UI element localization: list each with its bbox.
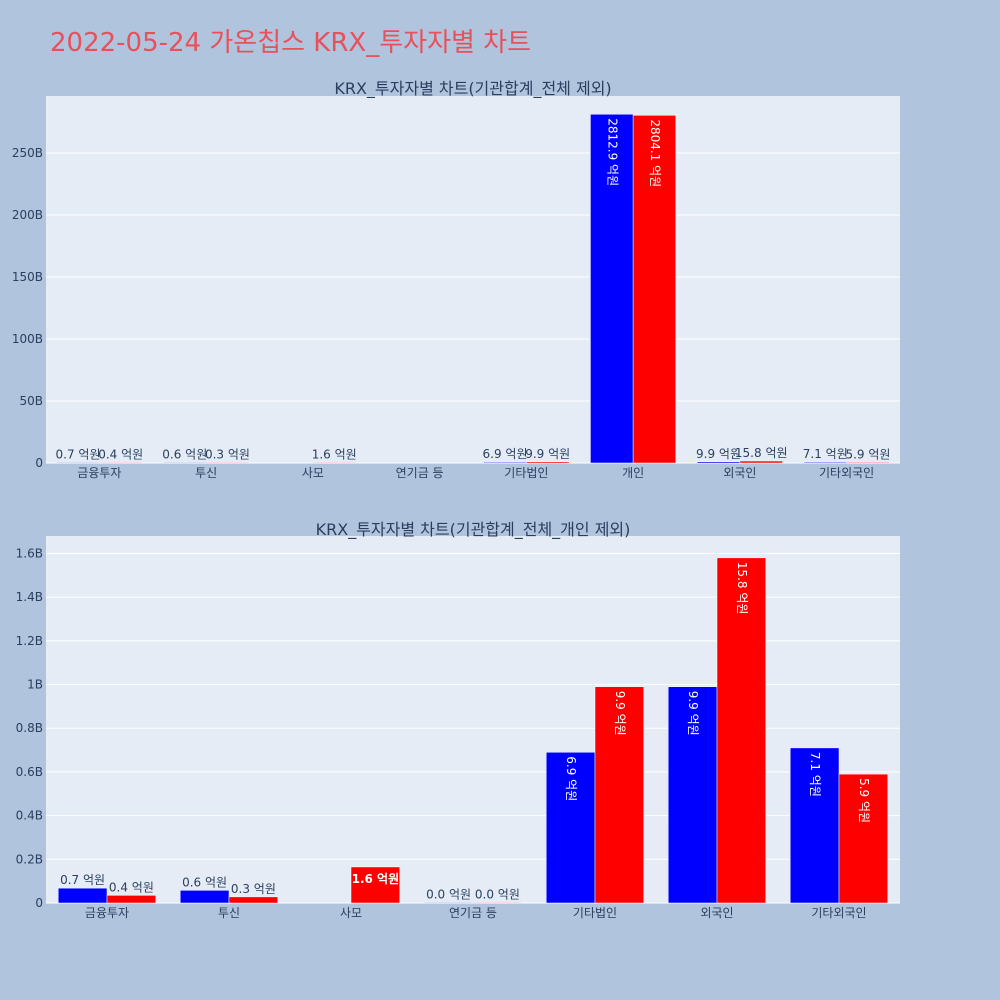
chart2-xtick-label: 투신: [218, 906, 240, 920]
chart2-bar-buy: [423, 902, 474, 904]
chart1-data-label: 7.1 억원: [803, 447, 848, 461]
chart1-ytick-label: 150B: [12, 270, 43, 284]
chart2-bar-buy: [57, 887, 108, 904]
chart1-xtick-label: 외국인: [723, 466, 756, 480]
chart2-ytick-label: 0.4B: [16, 809, 43, 823]
chart2-plot-area: [46, 536, 900, 903]
chart1-data-label: 2804.1 억원: [648, 119, 662, 187]
chart1-data-label: 0.3 억원: [205, 447, 250, 461]
chart2-bar-sell: [716, 557, 767, 904]
chart2-ytick-label: 1.2B: [16, 634, 43, 648]
chart2-data-label: 6.9 억원: [564, 756, 578, 801]
chart1-bar-sell: [526, 461, 570, 464]
chart2-bar-sell: [228, 896, 279, 904]
chart2-data-label: 0.6 억원: [182, 875, 227, 889]
chart1-xtick-label: 사모: [302, 466, 324, 480]
chart2-data-label: 0.7 억원: [60, 873, 105, 887]
chart2-ytick-label: 1.4B: [16, 590, 43, 604]
chart1-data-label: 6.9 억원: [483, 447, 528, 461]
chart2-data-label: 0.0 억원: [475, 887, 520, 901]
chart2-bar-buy: [179, 890, 230, 904]
chart2-data-label: 7.1 억원: [808, 752, 822, 797]
chart1-xtick-label: 기타외국인: [819, 466, 874, 480]
chart1-ytick-label: 0: [35, 456, 43, 470]
chart1-xtick-label: 개인: [622, 466, 644, 480]
chart1-bar-sell: [205, 462, 250, 464]
chart2-xtick-label: 연기금 등: [449, 906, 497, 920]
chart1-xtick-label: 금융투자: [77, 466, 121, 480]
chart2-xtick-label: 금융투자: [85, 906, 129, 920]
chart2-bar-sell: [594, 686, 645, 904]
chart2-xtick-label: 사모: [340, 906, 362, 920]
page-title: 2022-05-24 가온칩스 KRX_투자자별 차트: [50, 28, 532, 58]
chart1-title: KRX_투자자별 차트(기관합계_전체 제외): [334, 79, 611, 99]
chart1-bar-buy: [483, 461, 527, 464]
chart1-xtick-label: 기타법인: [504, 466, 548, 480]
chart2-ytick-label: 1B: [27, 678, 43, 692]
chart2-ytick-label: 0: [35, 896, 43, 910]
chart2-xtick-label: 기타법인: [573, 906, 617, 920]
chart1-data-label: 2812.9 억원: [605, 118, 619, 186]
chart1-data-label: 0.6 억원: [162, 447, 207, 461]
chart1-bar-buy: [696, 461, 741, 464]
chart1-ytick-label: 250B: [12, 146, 43, 160]
chart2-data-label: 0.0 억원: [426, 887, 471, 901]
chart2-data-label: 9.9 억원: [686, 691, 700, 736]
chart1-data-label: 0.4 억원: [98, 447, 143, 461]
chart2-ytick-label: 0.6B: [16, 765, 43, 779]
chart1-data-label: 0.7 억원: [56, 447, 101, 461]
chart1-data-label: 15.8 억원: [735, 446, 788, 460]
chart1-ytick-label: 200B: [12, 208, 43, 222]
chart1-bar-buy: [163, 462, 207, 464]
chart2-data-label: 5.9 억원: [857, 778, 871, 823]
chart1-bar-sell: [846, 462, 890, 464]
chart1-plot-area: [46, 96, 900, 463]
chart1-bar-sell: [739, 460, 783, 464]
chart2-data-label: 0.4 억원: [109, 880, 154, 894]
chart1-ytick-label: 100B: [12, 332, 43, 346]
chart1-bar-sell: [99, 462, 143, 464]
chart2-ytick-label: 0.2B: [16, 852, 43, 866]
chart2-data-label: 15.8 억원: [735, 562, 749, 615]
chart2-xtick-label: 기타외국인: [811, 906, 866, 920]
chart2-title: KRX_투자자별 차트(기관합계_전체_개인 제외): [316, 520, 631, 540]
chart1-data-label: 9.9 억원: [696, 447, 741, 461]
chart1-bar-sell: [312, 462, 356, 464]
chart1-data-label: 9.9 억원: [525, 447, 570, 461]
chart1-ytick-label: 50B: [19, 394, 43, 408]
chart1-bar-buy: [803, 461, 847, 464]
chart2-xtick-label: 외국인: [700, 906, 733, 920]
chart2-data-label: 0.3 억원: [231, 882, 276, 896]
chart2-data-label: 1.6 억원: [352, 872, 400, 886]
chart2-bar-sell: [350, 866, 401, 904]
chart2-ytick-label: 1.6B: [16, 546, 43, 560]
chart1-bar-buy: [56, 462, 100, 464]
chart2-bar-buy: [545, 752, 596, 904]
chart2-bar-sell: [472, 902, 523, 904]
chart1-xtick-label: 연기금 등: [396, 466, 444, 480]
chart2-bar-sell: [838, 773, 889, 904]
chart2-bar-sell: [106, 895, 157, 904]
chart1-data-label: 5.9 억원: [845, 447, 890, 461]
chart2-data-label: 9.9 억원: [613, 691, 627, 736]
chart1-xtick-label: 투신: [195, 466, 217, 480]
chart1-data-label: 1.6 억원: [312, 447, 357, 461]
chart2-ytick-label: 0.8B: [16, 721, 43, 735]
chart1-bar-sell: [632, 115, 677, 464]
chart2-bar-buy: [789, 747, 840, 904]
